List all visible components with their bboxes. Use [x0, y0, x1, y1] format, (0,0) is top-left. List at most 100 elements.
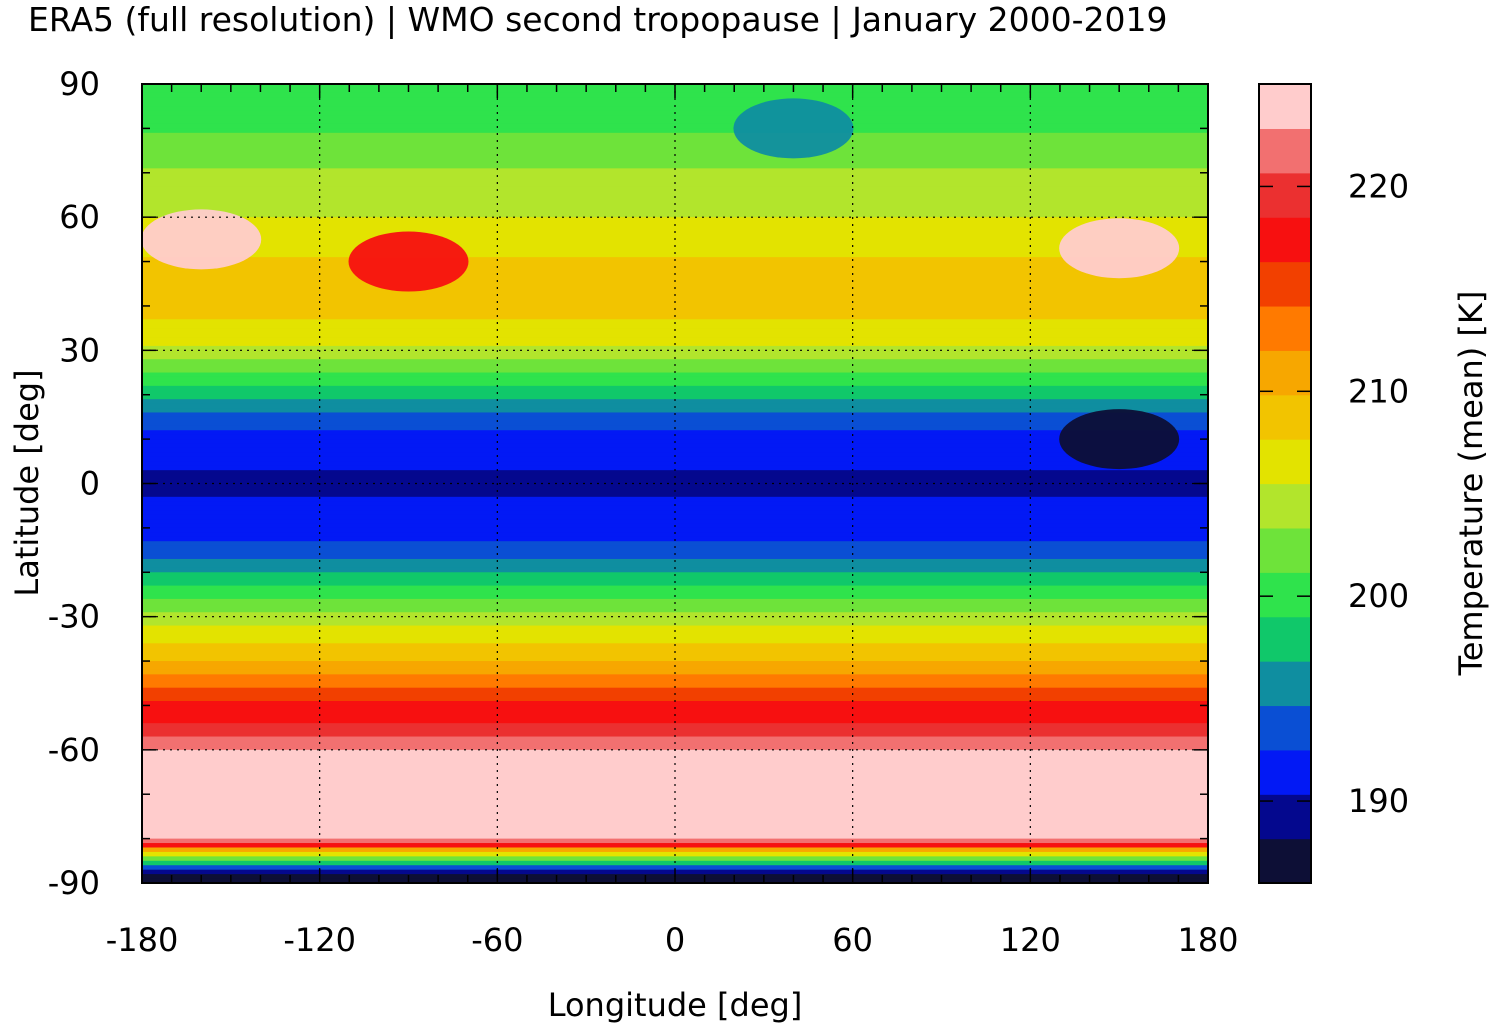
- x-tick-label: -180: [106, 921, 179, 959]
- colorbar-tick-label: 190: [1348, 782, 1409, 820]
- latitude-band: [142, 856, 1208, 862]
- latitude-band: [142, 248, 1208, 254]
- map-feature: [348, 231, 469, 292]
- latitude-band: [142, 843, 1208, 849]
- latitude-band: [142, 155, 1208, 161]
- latitude-band: [142, 399, 1208, 405]
- latitude-band: [142, 217, 1208, 223]
- latitude-band: [142, 576, 1208, 582]
- colorbar-segment: [1259, 572, 1311, 618]
- latitude-band: [142, 519, 1208, 525]
- colorbar-segment: [1259, 439, 1311, 485]
- latitude-band: [142, 678, 1208, 684]
- latitude-band: [142, 723, 1208, 729]
- latitude-band: [142, 505, 1208, 511]
- y-tick-label: 60: [59, 198, 100, 236]
- latitude-band: [142, 598, 1208, 604]
- latitude-band: [142, 234, 1208, 240]
- latitude-band: [142, 137, 1208, 143]
- latitude-band: [142, 385, 1208, 391]
- colorbar-segment: [1259, 661, 1311, 707]
- latitude-band: [142, 421, 1208, 427]
- latitude-band: [142, 612, 1208, 618]
- latitude-band: [142, 772, 1208, 778]
- latitude-band: [142, 483, 1208, 489]
- colorbar-segment: [1259, 394, 1311, 440]
- latitude-band: [142, 501, 1208, 507]
- latitude-band: [142, 665, 1208, 671]
- colorbar-label: Temperature (mean) [K]: [1452, 291, 1490, 677]
- colorbar-segment: [1259, 128, 1311, 174]
- latitude-band: [142, 332, 1208, 338]
- latitude-band: [142, 310, 1208, 316]
- colorbar-segment: [1259, 749, 1311, 795]
- latitude-band: [142, 785, 1208, 791]
- y-tick-label: -90: [48, 864, 100, 902]
- x-tick-label: -60: [471, 921, 523, 959]
- colorbar-segment: [1259, 527, 1311, 573]
- latitude-band: [142, 163, 1208, 169]
- latitude-band: [142, 865, 1208, 871]
- latitude-band: [142, 337, 1208, 343]
- latitude-band: [142, 381, 1208, 387]
- latitude-band: [142, 709, 1208, 715]
- y-tick-label: 30: [59, 331, 100, 369]
- latitude-band: [142, 647, 1208, 653]
- latitude-band: [142, 545, 1208, 551]
- latitude-band: [142, 261, 1208, 267]
- latitude-band: [142, 203, 1208, 209]
- latitude-band: [142, 714, 1208, 720]
- colorbar-segment: [1259, 172, 1311, 218]
- latitude-band: [142, 345, 1208, 351]
- x-axis-title: Longitude [deg]: [548, 986, 803, 1024]
- colorbar-frame: [1258, 83, 1312, 884]
- x-tick-label: 180: [1177, 921, 1238, 959]
- x-tick-label: 120: [1000, 921, 1061, 959]
- latitude-band: [142, 652, 1208, 658]
- latitude-band: [142, 416, 1208, 422]
- latitude-band: [142, 186, 1208, 192]
- latitude-band: [142, 834, 1208, 840]
- latitude-band: [142, 736, 1208, 742]
- latitude-band: [142, 532, 1208, 538]
- latitude-band: [142, 465, 1208, 471]
- axis-tick-labels: -180 -120 -60 0 60 120 180 -90 -60 -30 0 30 60 90: [48, 65, 1239, 959]
- latitude-band: [142, 470, 1208, 476]
- colorbar-segment: [1259, 84, 1311, 129]
- colorbar-segment: [1259, 838, 1311, 884]
- latitude-band: [142, 319, 1208, 325]
- latitude-band: [142, 847, 1208, 853]
- latitude-band: [142, 408, 1208, 414]
- colorbar-segment: [1259, 350, 1311, 396]
- latitude-band: [142, 496, 1208, 502]
- x-tick-label: -120: [283, 921, 356, 959]
- latitude-band: [142, 226, 1208, 232]
- latitude-band: [142, 181, 1208, 187]
- colorbar-segment: [1259, 261, 1311, 307]
- latitude-band: [142, 567, 1208, 573]
- latitude-band: [142, 687, 1208, 693]
- latitude-band: [142, 732, 1208, 738]
- latitude-band: [142, 563, 1208, 569]
- latitude-band: [142, 239, 1208, 245]
- colorbar-segment: [1259, 616, 1311, 662]
- latitude-band: [142, 634, 1208, 640]
- latitude-band: [142, 603, 1208, 609]
- map-feature: [1059, 409, 1180, 470]
- latitude-band: [142, 443, 1208, 449]
- latitude-band: [142, 820, 1208, 826]
- latitude-band: [142, 829, 1208, 835]
- latitude-band: [142, 780, 1208, 786]
- chart-title: ERA5 (full resolution) | WMO second trop…: [28, 0, 1168, 39]
- latitude-band: [142, 212, 1208, 218]
- latitude-band: [142, 168, 1208, 174]
- latitude-band: [142, 190, 1208, 196]
- latitude-band: [142, 550, 1208, 556]
- latitude-band: [142, 150, 1208, 156]
- map-feature: [733, 98, 854, 159]
- latitude-band: [142, 763, 1208, 769]
- latitude-band: [142, 696, 1208, 702]
- latitude-band: [142, 456, 1208, 462]
- colorbar-segment: [1259, 705, 1311, 751]
